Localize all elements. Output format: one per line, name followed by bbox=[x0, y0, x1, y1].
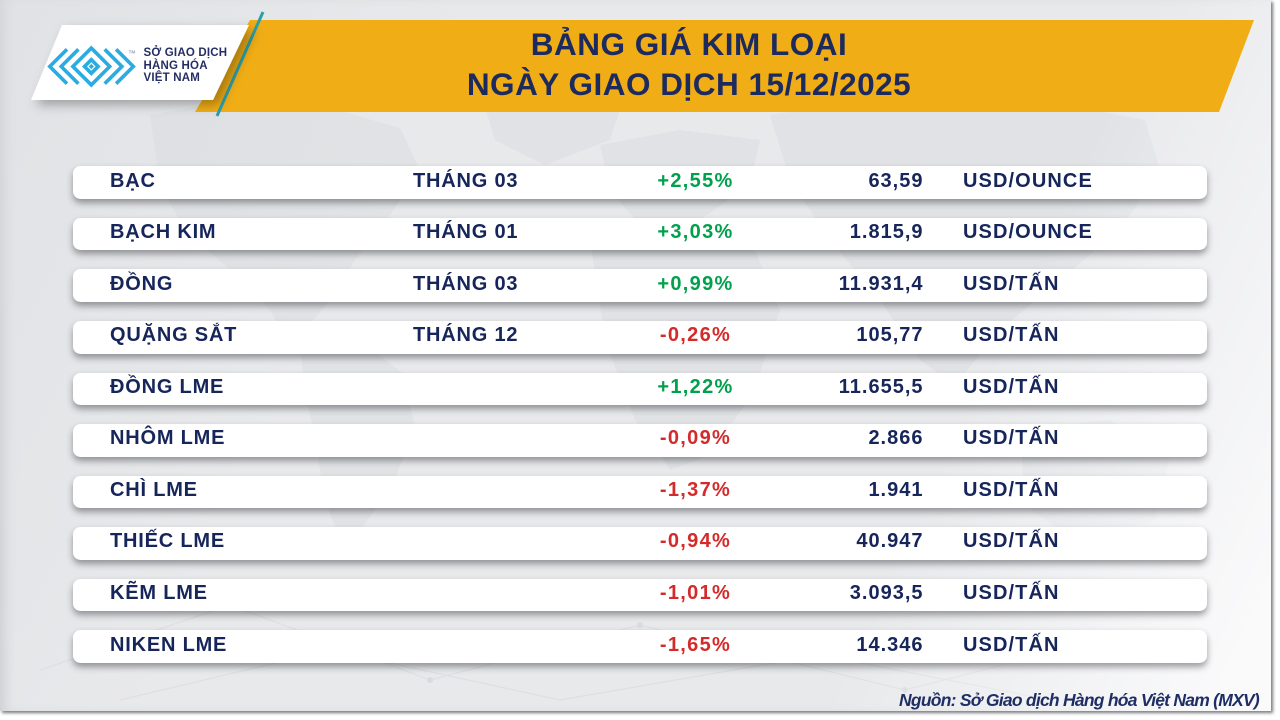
svg-text:TM: TM bbox=[129, 50, 136, 56]
